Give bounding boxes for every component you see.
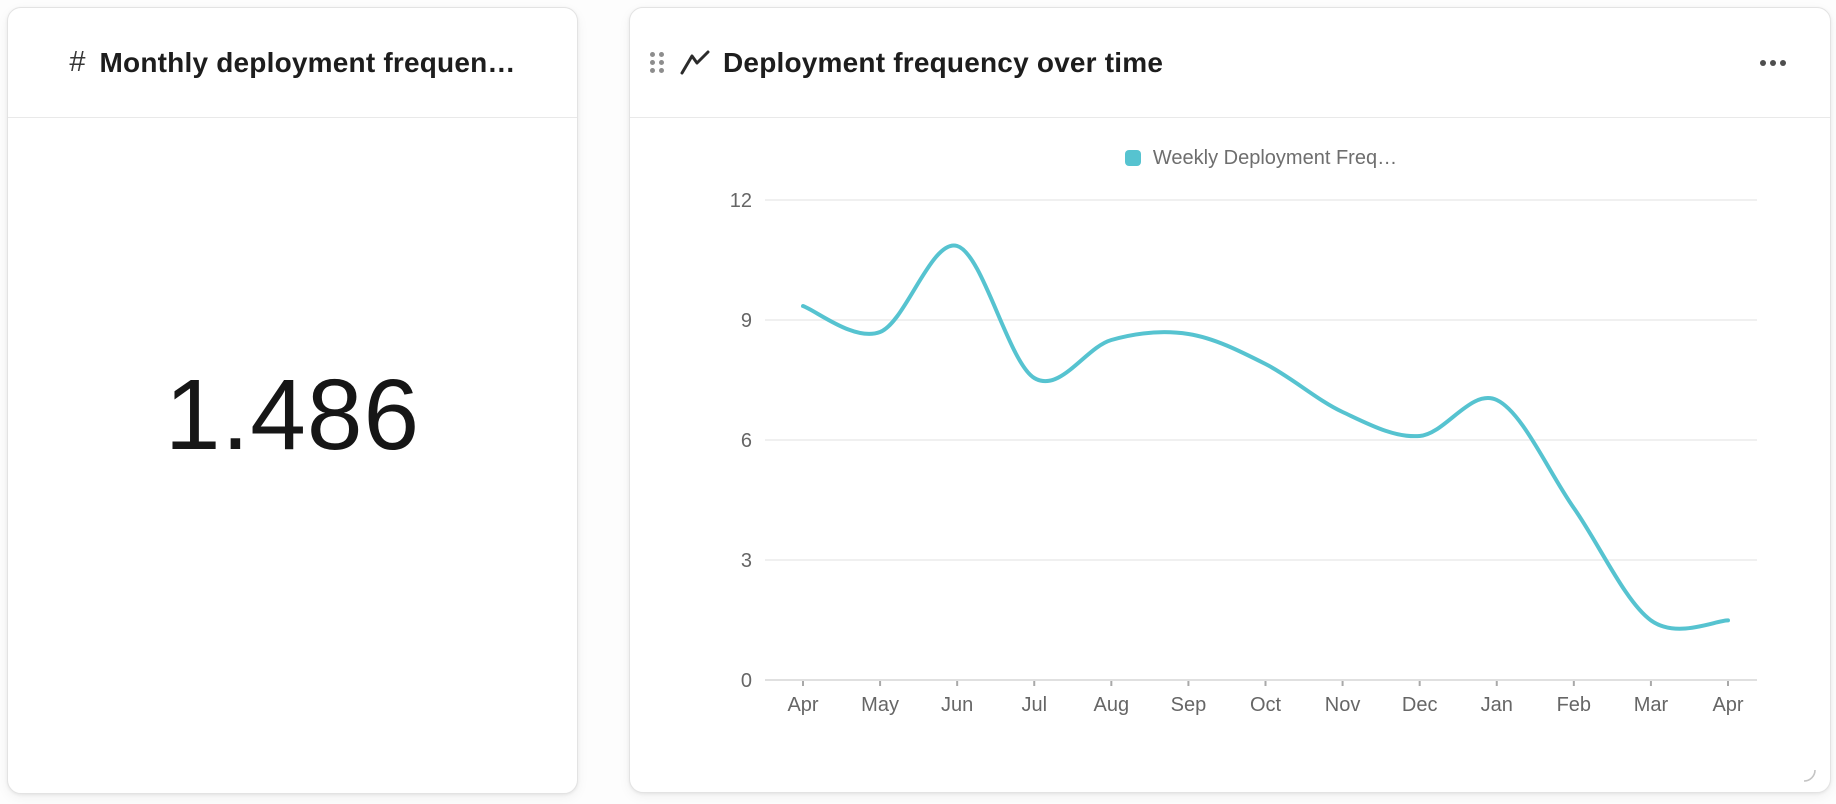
legend-swatch	[1124, 150, 1141, 166]
number-widget-icon: #	[69, 46, 86, 78]
y-axis-tick-label: 9	[741, 310, 752, 332]
x-axis-tick-label: Dec	[1402, 694, 1438, 716]
kpi-card-header: # Monthly deployment frequen…	[8, 8, 577, 118]
x-axis-tick-label: Nov	[1325, 694, 1361, 716]
kpi-value: 1.486	[164, 358, 421, 471]
x-axis-tick-label: Apr	[1712, 694, 1743, 716]
resize-handle[interactable]	[1800, 766, 1818, 784]
x-axis-tick-label: Aug	[1094, 694, 1130, 716]
drag-handle-icon[interactable]	[650, 52, 664, 73]
y-axis-tick-label: 3	[741, 550, 752, 572]
more-options-button[interactable]	[1756, 50, 1790, 76]
ellipsis-dot	[1780, 59, 1786, 66]
x-axis-tick-label: Feb	[1557, 694, 1591, 716]
x-axis-tick-label: Apr	[787, 694, 818, 716]
x-axis-tick-label: May	[861, 694, 899, 716]
chart-card-title: Deployment frequency over time	[723, 46, 1164, 78]
chart-legend[interactable]: Weekly Deployment Freq…	[765, 146, 1757, 170]
x-axis-tick-label: Jul	[1021, 694, 1047, 716]
y-axis-tick-label: 0	[741, 670, 752, 692]
x-axis-tick-label: Mar	[1634, 694, 1669, 716]
chart-widget-card: Deployment frequency over time 0 3 6 9 12 Apr…	[629, 7, 1831, 793]
series-line	[801, 243, 1730, 631]
kpi-card-title: Monthly deployment frequen…	[99, 46, 516, 78]
deployment-line-chart: 0 3 6 9 12 Apr May Jun Jul Aug Sep Oct Nov Dec Jan Feb M…	[730, 190, 1757, 716]
y-axis-tick-label: 12	[730, 190, 752, 212]
x-axis-tick-label: Sep	[1171, 694, 1207, 716]
kpi-card-body: 1.486	[8, 118, 577, 792]
legend-label: Weekly Deployment Freq…	[1152, 146, 1398, 169]
x-axis-tick-label: Jan	[1481, 694, 1513, 716]
ellipsis-dot	[1770, 59, 1776, 66]
ellipsis-dot	[1760, 59, 1766, 66]
x-axis-tick-label: Oct	[1250, 694, 1282, 716]
line-chart-icon	[680, 49, 710, 76]
y-axis-tick-label: 6	[741, 430, 752, 452]
kpi-widget-card: # Monthly deployment frequen… 1.486	[7, 7, 578, 794]
chart-card-header: Deployment frequency over time	[630, 8, 1830, 118]
chart-area: 0 3 6 9 12 Apr May Jun Jul Aug Sep Oct Nov Dec Jan Feb M…	[630, 118, 1830, 792]
x-axis-tick-label: Jun	[941, 694, 973, 716]
